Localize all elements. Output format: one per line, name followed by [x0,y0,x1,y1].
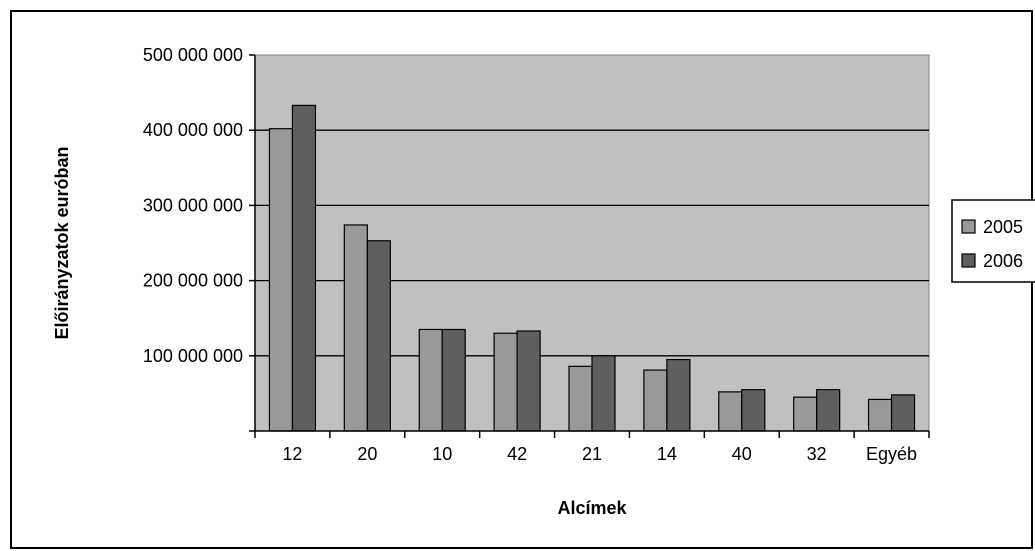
bar-2006-21 [591,355,616,432]
y-axis: 100 000 000 200 000 000 300 000 000 400 000… [143,45,256,432]
legend-swatch-2006 [961,253,976,268]
x-tick-label: 12 [282,444,302,464]
bar-2005-Egyéb [867,398,893,432]
x-tick-label: 32 [807,444,827,464]
legend-swatch-2005 [961,219,976,234]
legend-label-2005: 2005 [983,217,1023,237]
y-tick-label: 300 000 000 [143,195,243,215]
bar-2005-32 [793,396,818,432]
legend: 2005 2006 [951,199,1035,283]
bar-2005-14 [643,369,668,432]
legend-label-2006: 2006 [983,251,1023,271]
bar-2006-14 [666,358,691,432]
x-axis: 12 20 10 42 21 14 40 32 Egyéb [254,430,930,464]
bar-2006-40 [741,389,766,432]
bar-2005-20 [343,224,368,432]
bar-2006-10 [441,328,466,432]
bar-2006-42 [516,330,541,432]
bar-2005-12 [268,128,294,432]
x-tick-label: 42 [507,444,527,464]
x-axis-title: Alcímek [557,498,627,518]
x-tick-label: 21 [582,444,602,464]
y-tick-label: 200 000 000 [143,271,243,291]
x-tick-label: 40 [732,444,752,464]
y-tick-label: 500 000 000 [143,45,243,65]
x-tick-label: Egyéb [866,444,917,464]
legend-box [951,199,1035,283]
bar-2005-42 [493,332,518,432]
y-axis-title: Előirányzatok euróban [52,146,72,339]
x-tick-label: 20 [357,444,377,464]
bars [268,104,916,432]
y-tick-label: 400 000 000 [143,120,243,140]
bar-2006-32 [816,389,841,432]
bar-2006-12 [291,104,317,432]
y-tick-label: 100 000 000 [143,346,243,366]
x-tick-label: 10 [432,444,452,464]
bar-2005-40 [718,391,743,432]
bar-2006-Egyéb [890,394,916,432]
bar-2005-10 [418,328,443,432]
bar-2006-20 [366,240,391,432]
bar-2005-21 [568,365,593,432]
x-tick-label: 14 [657,444,677,464]
